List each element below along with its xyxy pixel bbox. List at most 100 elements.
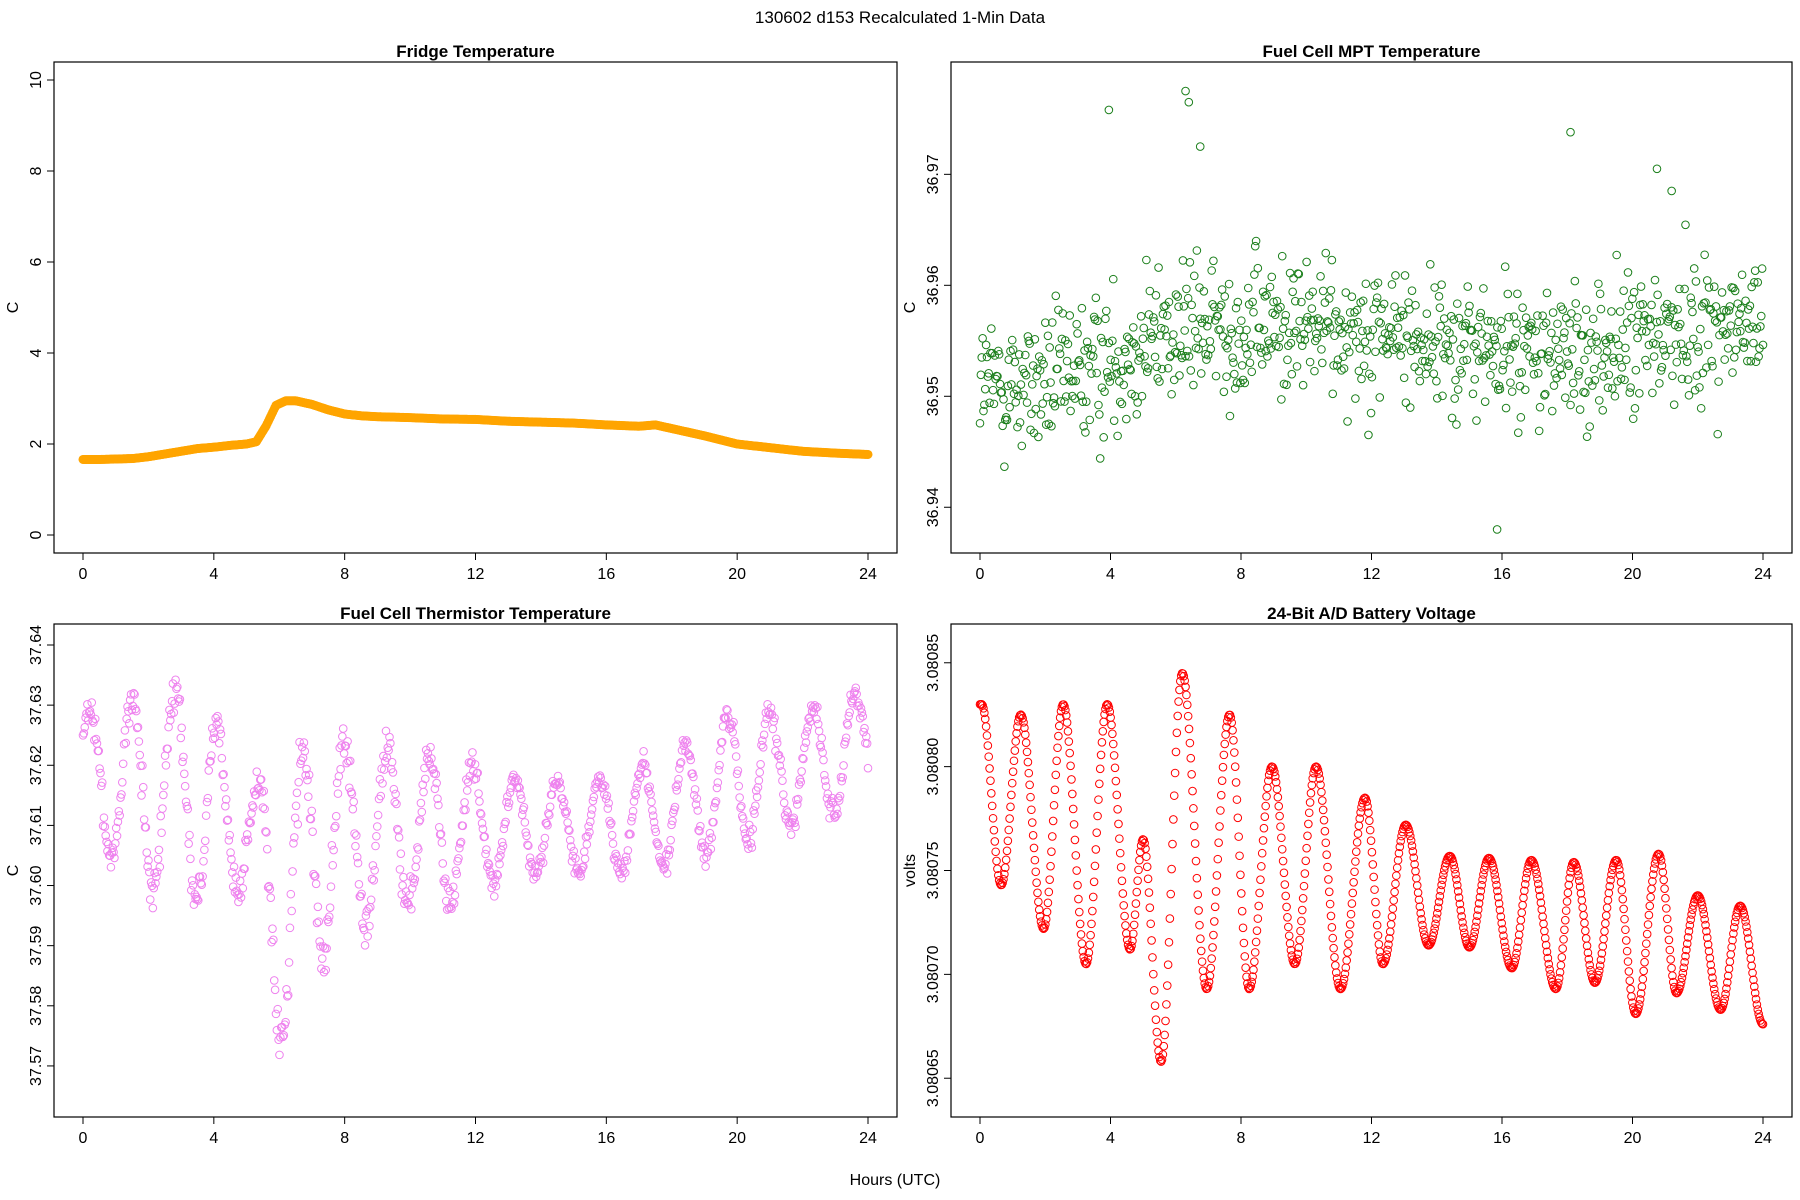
data-point (288, 867, 297, 876)
data-point (983, 372, 993, 381)
data-point (1389, 896, 1399, 905)
data-point (366, 895, 376, 905)
data-point (186, 854, 195, 864)
data-point (1051, 770, 1061, 780)
data-point (1101, 306, 1111, 316)
data-point (1172, 348, 1182, 358)
data-point (986, 776, 995, 786)
data-point (1190, 326, 1200, 336)
data-point (735, 793, 744, 802)
data-point (1247, 367, 1257, 377)
data-point (1349, 319, 1358, 328)
data-point (1269, 297, 1278, 307)
data-point (1737, 270, 1747, 280)
data-point (1228, 353, 1237, 362)
data-point (1087, 919, 1096, 929)
data-point (1625, 976, 1635, 985)
data-point (1383, 945, 1392, 955)
data-point (1165, 352, 1175, 362)
data-point (1274, 801, 1284, 811)
data-point (1216, 300, 1226, 310)
data-point (1756, 311, 1766, 321)
data-point (1236, 889, 1246, 898)
data-point (185, 830, 194, 840)
data-point (1089, 877, 1099, 887)
data-point (1354, 366, 1364, 376)
data-point (1208, 299, 1217, 309)
data-point (462, 786, 472, 795)
data-point (1069, 820, 1079, 829)
data-point (1061, 392, 1071, 401)
data-point (1167, 864, 1176, 874)
data-point (645, 782, 655, 791)
data-point (1157, 364, 1167, 374)
data-point (1182, 690, 1191, 700)
x-tick-label: 0 (976, 566, 985, 583)
data-point (1049, 800, 1059, 810)
data-point (1353, 317, 1363, 327)
data-point (1647, 300, 1656, 310)
data-point (417, 807, 427, 817)
y-tick-label: 37.61 (28, 805, 45, 845)
data-point (1218, 332, 1228, 341)
data-point (154, 845, 164, 855)
data-point (1488, 361, 1498, 371)
y-tick-label: 3.08070 (925, 945, 942, 1003)
data-point (1251, 937, 1261, 947)
data-point (1271, 777, 1281, 787)
data-point (1230, 762, 1240, 771)
data-point (1357, 374, 1366, 384)
data-point (1549, 381, 1559, 390)
data-point (333, 789, 343, 798)
data-point (1292, 362, 1302, 371)
data-point (792, 800, 802, 809)
data-point (1580, 918, 1589, 928)
data-point (142, 848, 152, 857)
data-point (1602, 347, 1612, 356)
data-point (1185, 738, 1195, 748)
data-point (1351, 857, 1360, 866)
data-point (999, 395, 1008, 404)
data-point (1400, 271, 1410, 280)
data-point (1197, 957, 1207, 966)
data-point (399, 872, 408, 882)
data-point (1168, 338, 1177, 347)
data-point (1101, 314, 1110, 324)
data-point (1561, 906, 1571, 915)
data-point (1237, 906, 1247, 916)
data-point (1030, 334, 1040, 344)
data-point (1095, 410, 1104, 419)
data-point (268, 924, 277, 933)
data-point (1182, 700, 1192, 710)
x-tick-label: 8 (340, 566, 349, 583)
data-point (1008, 345, 1018, 354)
data-point (1749, 338, 1758, 348)
data-point (179, 769, 189, 779)
data-point (1135, 353, 1145, 362)
data-point (1337, 366, 1346, 375)
series-points-battery (975, 668, 1768, 1066)
data-point (819, 755, 828, 765)
data-point (756, 760, 765, 769)
data-point (1275, 333, 1284, 343)
data-point (1329, 361, 1338, 370)
data-point (199, 856, 208, 866)
data-point (991, 847, 1000, 857)
data-point (1148, 953, 1157, 962)
data-point (1343, 417, 1352, 426)
data-point (1413, 888, 1423, 897)
data-point (134, 737, 144, 746)
data-point (1498, 365, 1507, 375)
data-point (666, 835, 675, 845)
data-point (1374, 317, 1384, 327)
data-point (1486, 370, 1495, 380)
data-point (1170, 768, 1180, 778)
data-point (1215, 822, 1224, 831)
data-point (1108, 729, 1117, 739)
data-point (1227, 718, 1237, 727)
data-point (1414, 895, 1424, 905)
data-point (1280, 880, 1290, 889)
data-point (1118, 889, 1128, 898)
data-point (1245, 358, 1255, 368)
